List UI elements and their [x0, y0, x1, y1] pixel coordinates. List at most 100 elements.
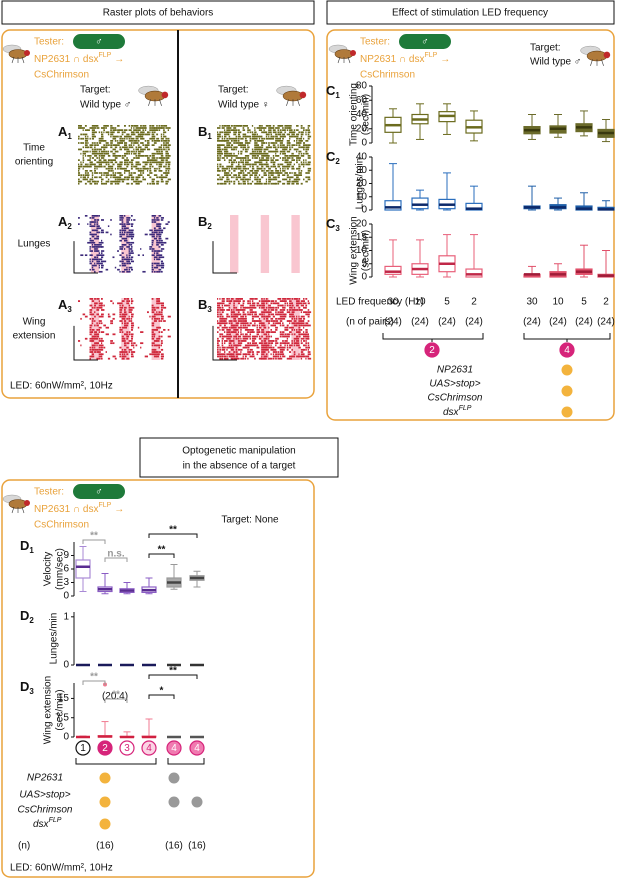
raster-tick: [223, 135, 227, 138]
stim-bar: [121, 298, 130, 360]
raster-tick: [300, 333, 304, 336]
raster-tick: [275, 127, 278, 129]
raster-tick: [233, 329, 237, 331]
group-marker: [424, 342, 440, 358]
raster-tick: [112, 342, 115, 345]
raster-tick: [98, 355, 102, 358]
raster-tick: [242, 178, 245, 181]
raster-tick: [233, 180, 236, 183]
raster-tick: [242, 326, 245, 329]
x-tick-label: 10: [552, 297, 564, 308]
raster-tick: [254, 344, 257, 347]
raster-tick: [307, 353, 311, 356]
label-part: C: [326, 83, 336, 98]
raster-tick: [147, 182, 149, 185]
raster-tick: [233, 344, 237, 347]
raster-tick: [263, 315, 266, 318]
raster-tick: [151, 137, 155, 140]
raster-tick: [277, 357, 281, 360]
raster-tick: [128, 320, 131, 322]
raster-tick: [119, 315, 122, 318]
raster-tick: [272, 320, 276, 322]
raster-tick: [244, 324, 247, 327]
raster-tick: [272, 125, 275, 127]
raster-tick: [256, 176, 259, 179]
sig-bracket: [82, 680, 106, 685]
raster-tick: [96, 225, 100, 228]
raster-tick: [226, 165, 230, 168]
raster-tick: [272, 172, 275, 174]
raster-tick: [247, 163, 250, 166]
raster-tick: [110, 135, 112, 138]
raster-tick: [254, 152, 258, 155]
raster-tick: [91, 144, 94, 146]
raster-tick: [124, 320, 127, 322]
raster-tick: [126, 333, 128, 336]
raster-tick: [130, 248, 133, 250]
raster-tick: [268, 337, 270, 340]
label-part: 3: [29, 687, 34, 696]
raster-tick: [219, 348, 222, 351]
group-label: 4: [564, 345, 570, 356]
raster-tick: [268, 351, 270, 353]
raster-tick: [114, 176, 118, 179]
raster-tick: [268, 304, 271, 307]
raster-tick: [151, 215, 155, 217]
raster-tick: [279, 304, 284, 307]
raster-tick: [298, 140, 302, 142]
raster-tick: [296, 182, 299, 185]
raster-tick: [149, 233, 152, 236]
raster-tick: [289, 309, 292, 311]
raster-tick: [126, 254, 128, 257]
label-part: 2: [335, 157, 340, 166]
raster-tick: [140, 146, 142, 149]
raster-tick: [279, 335, 282, 338]
raster-tick: [289, 344, 292, 347]
raster-tick: [151, 298, 154, 300]
raster-tick: [279, 346, 283, 349]
tester-label: Tester:: [34, 487, 64, 498]
raster-tick: [277, 155, 280, 157]
raster-tick: [156, 239, 159, 242]
tester-genotype: CsChrimson: [34, 520, 89, 531]
raster-tick: [117, 140, 119, 142]
raster-tick: [160, 264, 165, 267]
raster-tick: [91, 346, 94, 349]
raster-tick: [223, 125, 227, 127]
raster-tick: [244, 337, 249, 340]
raster-tick: [296, 355, 300, 358]
raster-tick: [137, 146, 141, 149]
raster-tick: [233, 302, 235, 305]
raster-tick: [268, 311, 272, 314]
raster-tick: [101, 252, 103, 254]
raster-tick: [247, 346, 250, 349]
raster-tick: [230, 176, 233, 179]
raster-tick: [158, 353, 160, 356]
raster-tick: [151, 155, 155, 157]
raster-tick: [130, 333, 134, 336]
raster-tick: [149, 353, 152, 356]
raster-tick: [261, 161, 263, 164]
label-part: FLP: [424, 52, 437, 59]
raster-tick: [286, 127, 290, 129]
raster-tick: [268, 133, 270, 136]
raster-tick: [265, 315, 270, 318]
panel-letter: C2: [326, 149, 340, 166]
raster-tick: [140, 172, 142, 174]
label-part: dsx: [443, 407, 460, 418]
raster-tick: [258, 178, 262, 181]
raster-tick: [223, 324, 226, 327]
raster-tick: [228, 170, 231, 172]
raster-tick: [107, 178, 110, 181]
group-label: 3: [124, 743, 130, 754]
raster-tick: [265, 353, 268, 356]
raster-tick: [279, 163, 284, 166]
raster-tick: [94, 146, 96, 149]
raster-tick: [270, 348, 274, 351]
raster-tick: [244, 320, 248, 322]
raster-tick: [223, 317, 228, 320]
raster-tick: [286, 357, 291, 360]
raster-tick: [221, 157, 225, 159]
raster-tick: [133, 351, 136, 353]
raster-tick: [80, 176, 82, 179]
